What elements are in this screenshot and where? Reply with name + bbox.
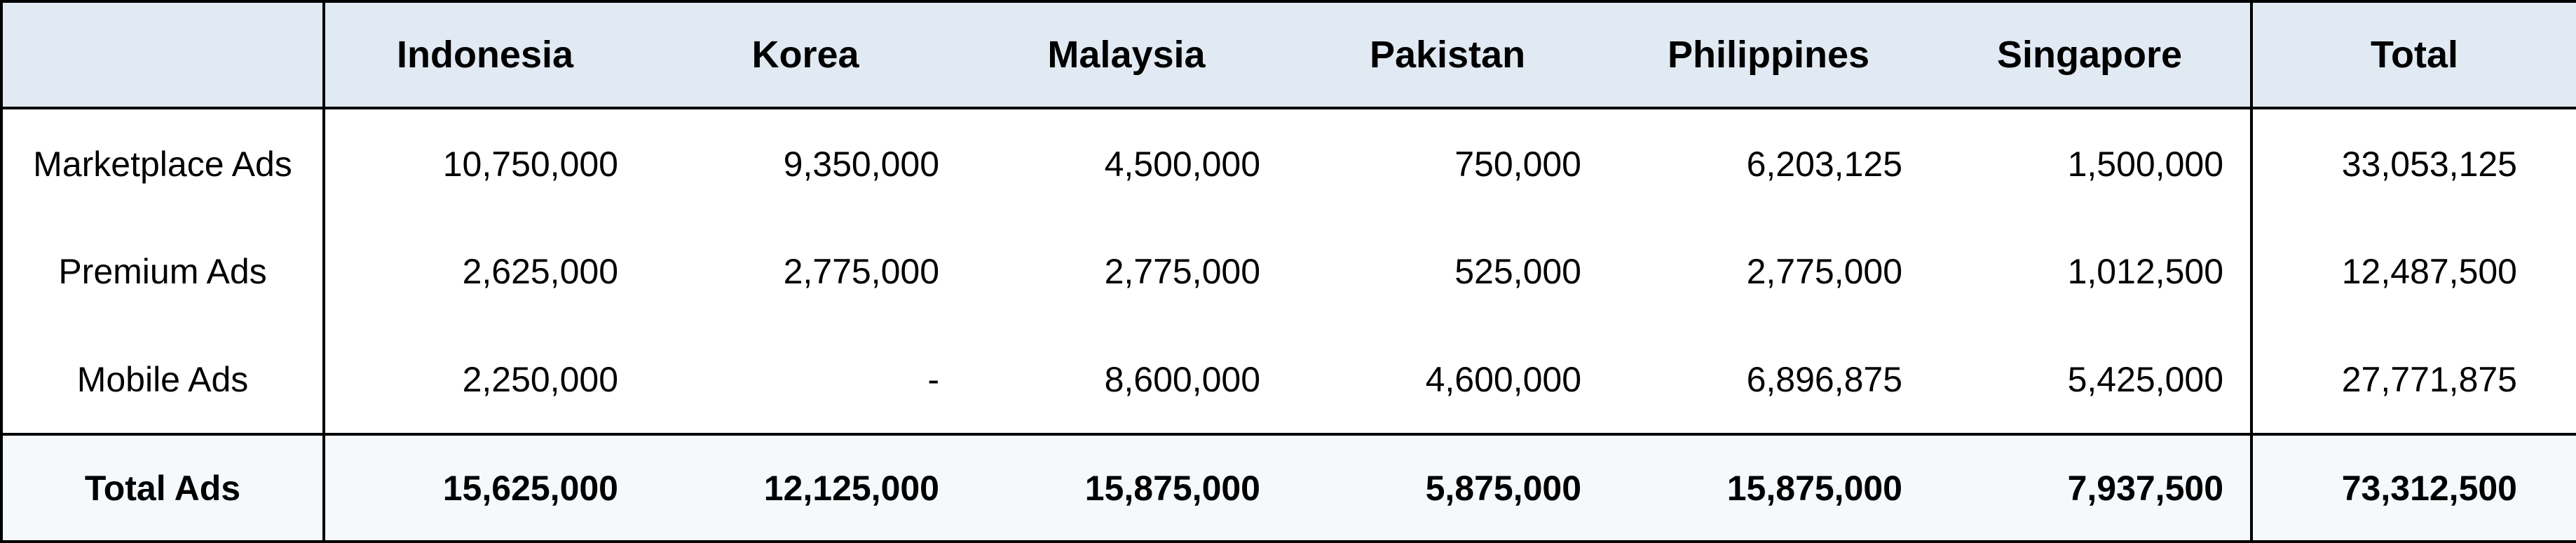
cell-premium-total: 12,487,500 xyxy=(2251,217,2576,326)
cell-marketplace-philippines: 6,203,125 xyxy=(1746,144,1902,184)
cell-marketplace-singapore: 1,500,000 xyxy=(1929,108,2253,217)
cell-premium-philippines: 2,775,000 xyxy=(1746,251,1902,291)
row-label-mobile-ads: Mobile Ads xyxy=(0,326,325,434)
cell-grand-total: 73,312,500 xyxy=(2251,433,2576,543)
column-header-philippines: Philippines xyxy=(1608,0,1929,109)
cell-total-philippines: 15,875,000 xyxy=(1608,433,1929,543)
row-label-marketplace-ads: Marketplace Ads xyxy=(0,108,325,217)
cell-marketplace-indonesia: 10,750,000 xyxy=(442,144,618,184)
table-footer: Total Ads 15,625,000 12,125,000 15,875,0… xyxy=(0,433,2576,543)
header-corner-cell xyxy=(0,0,325,109)
cell-premium-singapore: 1,012,500 xyxy=(1929,217,2253,326)
column-header-total: Total xyxy=(2251,0,2576,109)
cell-total-indonesia: 15,625,000 xyxy=(324,433,645,543)
cell-mobile-indonesia: 2,250,000 xyxy=(462,359,618,399)
header-row: Indonesia Korea Malaysia Pakistan Philip… xyxy=(0,0,2576,109)
cell-mobile-singapore: 5,425,000 xyxy=(1929,326,2253,434)
column-header-indonesia: Indonesia xyxy=(324,0,645,109)
cell-mobile-philippines: 6,896,875 xyxy=(1746,359,1902,399)
cell-total-singapore: 7,937,500 xyxy=(1929,433,2253,543)
table-header: Indonesia Korea Malaysia Pakistan Philip… xyxy=(0,0,2576,109)
cell-total-korea: 12,125,000 xyxy=(645,433,966,543)
cell-mobile-pakistan: 4,600,000 xyxy=(1425,359,1581,399)
cell-marketplace-pakistan: 750,000 xyxy=(1454,144,1581,184)
row-label-premium-ads: Premium Ads xyxy=(0,217,325,326)
table-row-marketplace-ads: Marketplace Ads 10,750,000 9,350,000 4,5… xyxy=(0,108,2576,217)
cell-premium-malaysia: 2,775,000 xyxy=(1104,251,1260,291)
cell-marketplace-korea: 9,350,000 xyxy=(783,144,939,184)
cell-premium-indonesia: 2,625,000 xyxy=(462,251,618,291)
cell-mobile-korea: - xyxy=(927,359,939,399)
table-row-mobile-ads: Mobile Ads 2,250,000 - 8,600,000 4,600,0… xyxy=(0,326,2576,434)
cell-mobile-total: 27,771,875 xyxy=(2251,326,2576,434)
column-header-malaysia: Malaysia xyxy=(966,0,1287,109)
table-row-premium-ads: Premium Ads 2,625,000 2,775,000 2,775,00… xyxy=(0,217,2576,326)
cell-mobile-malaysia: 8,600,000 xyxy=(1104,359,1260,399)
cell-premium-korea: 2,775,000 xyxy=(783,251,939,291)
row-label-total-ads: Total Ads xyxy=(0,433,325,543)
cell-total-malaysia: 15,875,000 xyxy=(966,433,1287,543)
column-header-korea: Korea xyxy=(645,0,966,109)
table-row-total-ads: Total Ads 15,625,000 12,125,000 15,875,0… xyxy=(0,433,2576,543)
cell-marketplace-total: 33,053,125 xyxy=(2251,108,2576,217)
table-body: Marketplace Ads 10,750,000 9,350,000 4,5… xyxy=(0,108,2576,434)
cell-marketplace-malaysia: 4,500,000 xyxy=(1104,144,1260,184)
cell-premium-pakistan: 525,000 xyxy=(1454,251,1581,291)
column-header-singapore: Singapore xyxy=(1929,0,2253,109)
cell-total-pakistan: 5,875,000 xyxy=(1287,433,1608,543)
column-header-pakistan: Pakistan xyxy=(1287,0,1608,109)
